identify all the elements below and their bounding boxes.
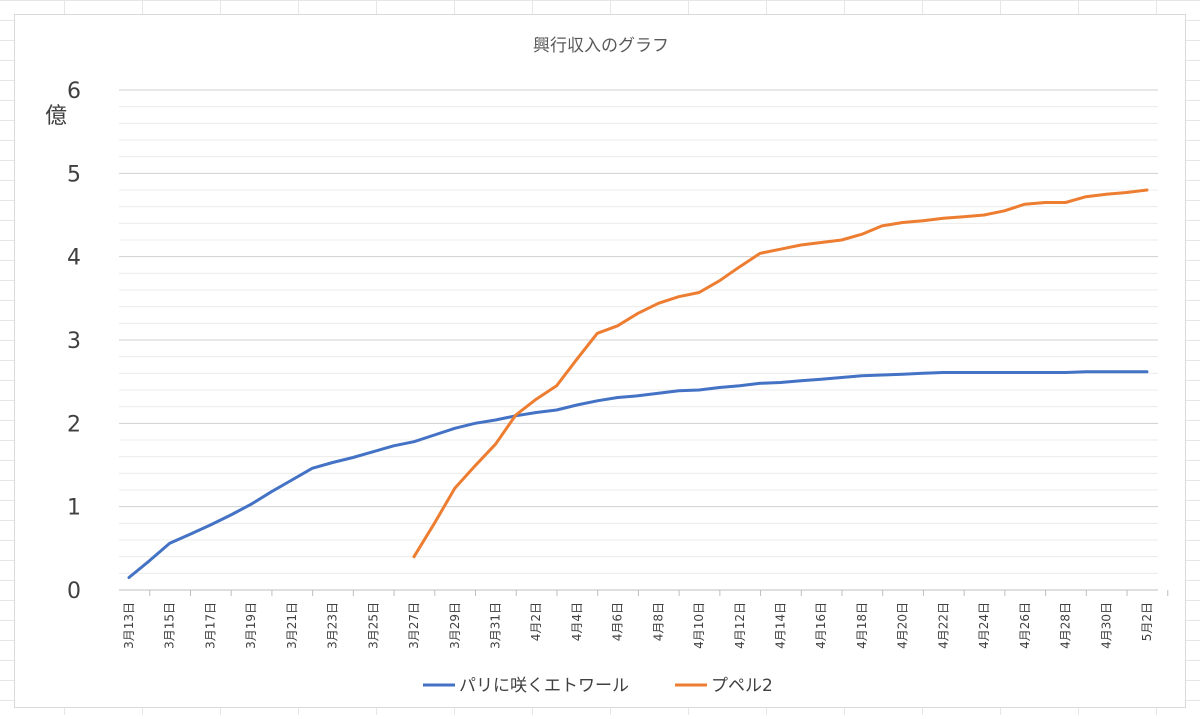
y-tick-label: 2 xyxy=(67,412,81,437)
x-tick-label: 3月23日 xyxy=(326,602,340,649)
x-tick-label: 4月10日 xyxy=(692,602,706,649)
x-tick-label: 3月13日 xyxy=(122,602,136,649)
x-tick-label: 3月25日 xyxy=(366,602,380,649)
y-tick-label: 6 xyxy=(67,79,81,104)
x-tick-label: 4月28日 xyxy=(1059,602,1073,649)
y-axis: 0 1 2 3 4 5 6 xyxy=(67,79,81,604)
series-line-2 xyxy=(412,188,1149,559)
legend-label-1: パリに咲くエトワール xyxy=(459,676,629,696)
x-tick-label: 4月20日 xyxy=(896,602,910,649)
x-tick-label: 4月8日 xyxy=(651,602,665,641)
x-tick-label: 3月29日 xyxy=(448,602,462,649)
x-tick-label: 4月4日 xyxy=(570,602,584,641)
x-tick-label: 4月6日 xyxy=(611,602,625,641)
x-tick-label: 3月21日 xyxy=(285,602,299,649)
legend: パリに咲くエトワール プペル2 xyxy=(423,676,773,696)
x-tick-label: 4月26日 xyxy=(1018,602,1032,649)
gridlines xyxy=(119,89,1158,591)
y-tick-label: 0 xyxy=(67,579,81,604)
legend-label-2: プペル2 xyxy=(711,676,773,696)
y-axis-label: 億 xyxy=(45,104,67,129)
series-line-1 xyxy=(127,370,1149,579)
y-tick-label: 3 xyxy=(67,329,81,354)
x-axis: 3月13日 3月15日 3月17日 3月19日 3月21日 3月23日 3月25日 3月27日… xyxy=(119,589,1169,649)
x-tick-label: 3月19日 xyxy=(244,602,258,649)
series-layer xyxy=(127,188,1149,579)
x-tick-label: 4月24日 xyxy=(977,602,991,649)
y-tick-label: 4 xyxy=(67,246,81,271)
x-tick-label: 4月2日 xyxy=(529,602,543,641)
x-tick-label: 4月14日 xyxy=(774,602,788,649)
x-tick-label: 4月22日 xyxy=(936,602,950,649)
chart-title: 興行収入のグラフ xyxy=(533,36,669,56)
x-tick-label: 3月17日 xyxy=(203,602,217,649)
x-tick-label: 5月2日 xyxy=(1140,602,1154,641)
x-tick-label: 3月31日 xyxy=(488,602,502,649)
x-tick-label: 3月27日 xyxy=(407,602,421,649)
x-tick-label: 4月16日 xyxy=(814,602,828,649)
x-tick-label: 3月15日 xyxy=(163,602,177,649)
y-tick-label: 1 xyxy=(67,496,81,521)
y-tick-label: 5 xyxy=(67,162,81,187)
x-tick-label: 4月12日 xyxy=(733,602,747,649)
x-tick-label: 4月18日 xyxy=(855,602,869,649)
x-tick-label: 4月30日 xyxy=(1099,602,1113,649)
